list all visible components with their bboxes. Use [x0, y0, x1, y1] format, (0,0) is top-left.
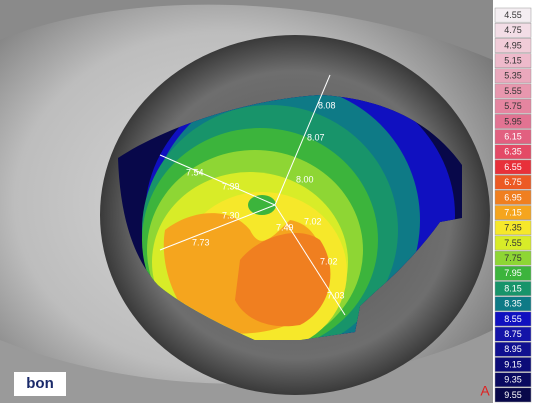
scale-cell: [494, 326, 532, 342]
scale-cell: [494, 190, 532, 205]
scale-cell: [494, 7, 532, 23]
scale-label: 4.95: [504, 40, 522, 50]
meridian-lines: [159, 74, 346, 316]
topography-map: [118, 95, 462, 340]
map-value: 7.30: [222, 210, 240, 220]
scale-label: 8.35: [504, 299, 522, 309]
scale-label: 4.55: [504, 10, 522, 20]
scale-label: 7.55: [504, 238, 522, 248]
lower-lid: [0, 330, 493, 403]
map-value: 8.07: [307, 132, 325, 142]
logo: bon: [26, 375, 54, 392]
map-value: 7.73: [192, 237, 210, 247]
scale-cell: [494, 357, 532, 372]
scale-cell: [494, 296, 532, 312]
scale-cell: [494, 159, 532, 175]
map-value: 7.49: [276, 222, 294, 232]
scale-label: 9.35: [504, 375, 522, 385]
scale-cell: [494, 174, 532, 190]
scale-label: 5.95: [504, 116, 522, 126]
scale-cell: [494, 372, 532, 388]
scale-cell: [494, 387, 532, 403]
scale-label: 8.95: [504, 344, 522, 354]
scale-label: 5.75: [504, 101, 522, 111]
scale-label: 6.95: [504, 192, 522, 202]
scale-cell: [494, 266, 532, 281]
scale-cell: [494, 341, 532, 357]
scale-cell: [494, 129, 532, 144]
map-value: 7.54: [186, 167, 204, 177]
scale-cell: [494, 53, 532, 69]
scale-cell: [494, 114, 532, 129]
scale-label: 4.75: [504, 25, 522, 35]
scale-label: 6.35: [504, 147, 522, 157]
map-value: 7.39: [222, 181, 240, 191]
scale-label: 6.55: [504, 162, 522, 172]
corner-mark: A: [480, 383, 490, 399]
scale-cell: [494, 281, 532, 296]
scale-label: 5.55: [504, 86, 522, 96]
scale-label: 9.15: [504, 359, 522, 369]
scale-label: 7.15: [504, 207, 522, 217]
scale-label: 5.15: [504, 56, 522, 66]
scale-label: 5.35: [504, 71, 522, 81]
scale-cell: [494, 205, 532, 220]
map-value: 8.00: [296, 174, 314, 184]
scale-cell: [494, 83, 532, 99]
scale-cell: [494, 68, 532, 84]
scale-label: 6.15: [504, 132, 522, 142]
logo-box: [14, 372, 66, 396]
scale-label: 6.75: [504, 177, 522, 187]
scale-cell: [494, 220, 532, 236]
scale-label: 8.75: [504, 329, 522, 339]
scale-cell: [494, 22, 532, 38]
scale-cell: [494, 311, 532, 327]
eyelid: [0, 0, 493, 60]
scale-label: 8.15: [504, 283, 522, 293]
map-value: 7.02: [320, 256, 338, 266]
scale-label: 9.55: [504, 390, 522, 400]
scale-cell: [494, 235, 532, 251]
scale-cell: [494, 98, 532, 114]
scale-cell: [494, 38, 532, 53]
scale-label: 7.35: [504, 223, 522, 233]
scale-cell: [494, 250, 532, 266]
map-value: 7.02: [304, 216, 322, 226]
scale-label: 7.75: [504, 253, 522, 263]
map-value: 8.08: [318, 100, 336, 110]
scale-label: 8.55: [504, 314, 522, 324]
map-value: 7.03: [327, 290, 345, 300]
scale-label: 7.95: [504, 268, 522, 278]
scale-cell: [494, 144, 532, 160]
